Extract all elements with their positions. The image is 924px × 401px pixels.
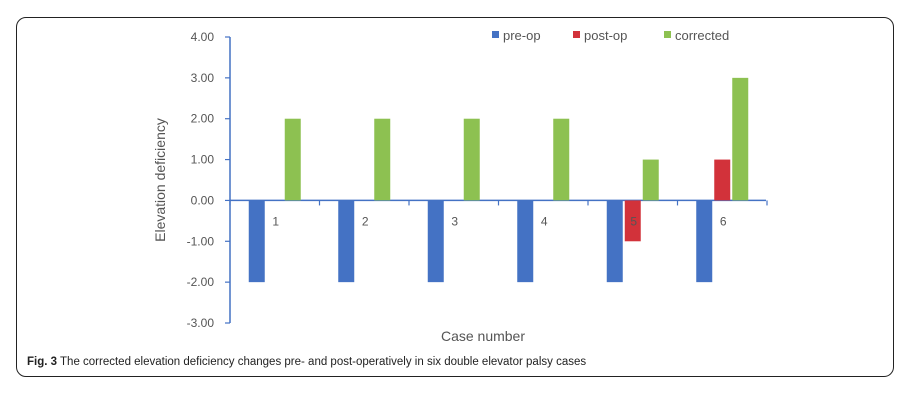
- bar-post-op-case-5: [624, 200, 641, 242]
- y-tick-label: 1.00: [191, 153, 215, 167]
- bar-corrected-case-5: [642, 159, 659, 201]
- category-label: 5: [630, 214, 637, 228]
- bar-corrected-case-2: [374, 118, 391, 201]
- bar-corrected-case-1: [284, 118, 301, 201]
- legend: pre-op post-op corrected: [492, 28, 729, 43]
- y-tick-group: 4.00 3.00 2.00 1.00 0.00 -1.00 -2.00 -3.00: [187, 30, 768, 330]
- bar-corrected-case-4: [553, 118, 570, 201]
- category-label: 2: [362, 214, 369, 228]
- bar-pre-op-case-1: [248, 200, 265, 283]
- bar-group: [248, 77, 749, 283]
- bar-post-op-case-6: [714, 159, 731, 201]
- legend-swatch-pre-op: [492, 31, 499, 38]
- category-label: 3: [451, 214, 458, 228]
- y-tick-label: 3.00: [191, 71, 215, 85]
- bar-corrected-case-6: [732, 77, 749, 201]
- y-tick-label: 4.00: [191, 30, 215, 44]
- figure-caption: Fig. 3 The corrected elevation deficienc…: [27, 356, 586, 368]
- bar-pre-op-case-5: [606, 200, 623, 283]
- category-label: 6: [720, 214, 727, 228]
- legend-label-post-op: post-op: [584, 28, 627, 43]
- x-axis-title: Case number: [441, 328, 525, 344]
- y-tick-label: 2.00: [191, 112, 215, 126]
- legend-swatch-post-op: [573, 31, 580, 38]
- y-tick-label: -3.00: [187, 316, 215, 330]
- y-axis-title: Elevation deficiency: [152, 118, 168, 242]
- legend-swatch-corrected: [664, 31, 671, 38]
- bar-pre-op-case-4: [517, 200, 534, 283]
- category-label: 4: [541, 214, 548, 228]
- y-tick-label: -2.00: [187, 275, 215, 289]
- category-label-group: 1 2 3 4 5 6: [272, 214, 727, 228]
- figure-caption-text: The corrected elevation deficiency chang…: [57, 356, 587, 368]
- category-label: 1: [272, 214, 279, 228]
- legend-label-corrected: corrected: [675, 28, 729, 43]
- bar-pre-op-case-2: [338, 200, 355, 283]
- legend-label-pre-op: pre-op: [503, 28, 541, 43]
- y-tick-label: -1.00: [187, 234, 215, 248]
- bar-corrected-case-3: [463, 118, 480, 201]
- bar-pre-op-case-3: [427, 200, 444, 283]
- y-tick-label: 0.00: [191, 193, 215, 207]
- bar-pre-op-case-6: [696, 200, 713, 283]
- figure-caption-label: Fig. 3: [27, 356, 58, 368]
